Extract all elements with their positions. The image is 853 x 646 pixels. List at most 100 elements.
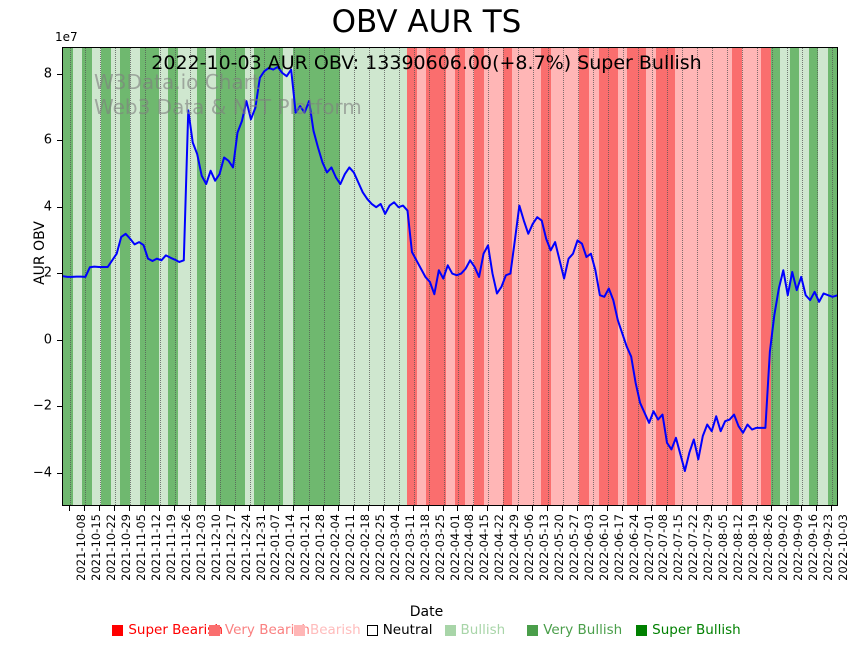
x-tick-label: 2022-04-01 xyxy=(447,514,462,581)
x-tick-label: 2022-01-21 xyxy=(298,514,313,581)
sentiment-band xyxy=(263,48,274,505)
legend-item[interactable]: Very Bearish xyxy=(208,622,310,638)
x-tick-label: 2021-10-08 xyxy=(74,514,89,581)
sentiment-band xyxy=(302,48,312,505)
legend-swatch xyxy=(366,624,378,636)
x-tick-label: 2022-01-14 xyxy=(283,514,298,581)
sentiment-band xyxy=(445,48,456,505)
x-tick-label: 2021-10-15 xyxy=(89,514,104,581)
legend-item[interactable]: Bullish xyxy=(444,622,506,638)
x-tick-mark xyxy=(114,506,116,511)
sentiment-band xyxy=(655,48,666,505)
x-tick-mark xyxy=(741,506,742,511)
legend-label: Super Bullish xyxy=(652,622,741,638)
x-tick-mark xyxy=(188,506,190,511)
x-tick-label: 2022-08-26 xyxy=(760,514,775,581)
legend-item[interactable]: Super Bearish xyxy=(112,622,223,638)
x-tick-label: 2022-01-07 xyxy=(268,514,283,581)
sentiment-band xyxy=(799,48,809,505)
x-tick-mark xyxy=(517,506,519,511)
legend-swatch xyxy=(527,624,539,636)
legend-item[interactable]: Super Bullish xyxy=(636,622,741,638)
sentiment-band xyxy=(636,48,647,505)
legend-swatch xyxy=(636,624,648,636)
y-axis: −4 −2 0 2 4 6 8 xyxy=(0,47,62,506)
y-tick-label: −4 xyxy=(32,465,52,481)
x-tick-mark xyxy=(427,506,429,511)
x-axis-label: Date xyxy=(409,604,444,620)
sentiment-band xyxy=(282,48,293,505)
y-tick-mark xyxy=(57,406,62,408)
legend-swatch xyxy=(208,624,220,636)
x-tick-label: 2022-07-22 xyxy=(686,514,701,581)
sentiment-band xyxy=(158,48,169,505)
plot-area xyxy=(62,47,838,506)
x-tick-label: 2022-07-01 xyxy=(641,514,656,581)
y-tick-label: 6 xyxy=(43,132,52,148)
sentiment-band xyxy=(82,48,92,505)
x-tick-mark xyxy=(278,506,280,511)
x-tick-mark xyxy=(547,506,548,511)
sentiment-band xyxy=(541,48,551,505)
legend-item[interactable]: Bearish xyxy=(293,622,361,638)
sentiment-band xyxy=(761,48,771,505)
sentiment-band xyxy=(149,48,159,505)
sentiment-band xyxy=(273,48,283,505)
y-tick-label: 0 xyxy=(43,332,52,348)
x-tick-label: 2021-11-12 xyxy=(149,514,164,581)
x-tick-mark xyxy=(248,506,250,511)
x-tick-label: 2021-12-10 xyxy=(208,514,223,581)
sentiment-band xyxy=(330,48,341,505)
y-tick-label: 8 xyxy=(43,66,52,82)
sentiment-band xyxy=(770,48,781,505)
x-tick-mark xyxy=(621,506,623,511)
x-tick-label: 2022-10-03 xyxy=(835,514,850,581)
x-tick-mark xyxy=(651,506,653,511)
sentiment-band xyxy=(187,48,197,505)
x-tick-mark xyxy=(99,506,101,511)
x-tick-label: 2022-09-02 xyxy=(775,514,790,581)
legend-item[interactable]: Very Bullish xyxy=(527,622,622,638)
obv-line-series xyxy=(63,65,837,472)
x-tick-label: 2021-12-24 xyxy=(238,514,253,581)
x-tick-mark xyxy=(69,506,71,511)
sentiment-band xyxy=(196,48,207,505)
legend-label: Very Bullish xyxy=(543,622,623,638)
x-tick-mark xyxy=(382,506,384,511)
sentiment-band xyxy=(426,48,436,505)
y-tick-mark xyxy=(57,73,62,75)
sentiment-band xyxy=(388,48,398,505)
legend-label: Very Bearish xyxy=(224,622,310,638)
x-tick-label: 2022-02-25 xyxy=(372,514,387,581)
x-tick-mark xyxy=(830,506,832,511)
sentiment-band xyxy=(91,48,102,505)
x-tick-mark xyxy=(502,506,504,511)
sentiment-band xyxy=(617,48,628,505)
sentiment-band xyxy=(292,48,303,505)
x-tick-label: 2022-03-11 xyxy=(402,514,417,581)
x-tick-mark xyxy=(576,506,578,511)
x-tick-mark xyxy=(144,506,146,511)
sentiment-band xyxy=(101,48,111,505)
legend-label: Bullish xyxy=(460,622,506,638)
x-tick-mark xyxy=(636,506,638,511)
x-tick-mark xyxy=(591,506,593,511)
y-tick-label: 2 xyxy=(43,265,52,281)
sentiment-band xyxy=(751,48,762,505)
sentiment-band xyxy=(235,48,245,505)
sentiment-band xyxy=(550,48,561,505)
x-tick-label: 2022-02-11 xyxy=(343,514,358,581)
x-tick-mark xyxy=(532,506,534,511)
sentiment-band xyxy=(206,48,216,505)
sentiment-band xyxy=(531,48,542,505)
sentiment-band xyxy=(359,48,369,505)
sentiment-band xyxy=(407,48,417,505)
legend-item[interactable]: Neutral xyxy=(366,622,433,638)
x-tick-label: 2022-07-08 xyxy=(656,514,671,581)
x-tick-label: 2022-05-20 xyxy=(552,514,566,581)
sentiment-band xyxy=(435,48,446,505)
x-tick-mark xyxy=(711,506,713,511)
sentiment-band xyxy=(579,48,589,505)
x-tick-label: 2022-06-17 xyxy=(611,514,626,581)
